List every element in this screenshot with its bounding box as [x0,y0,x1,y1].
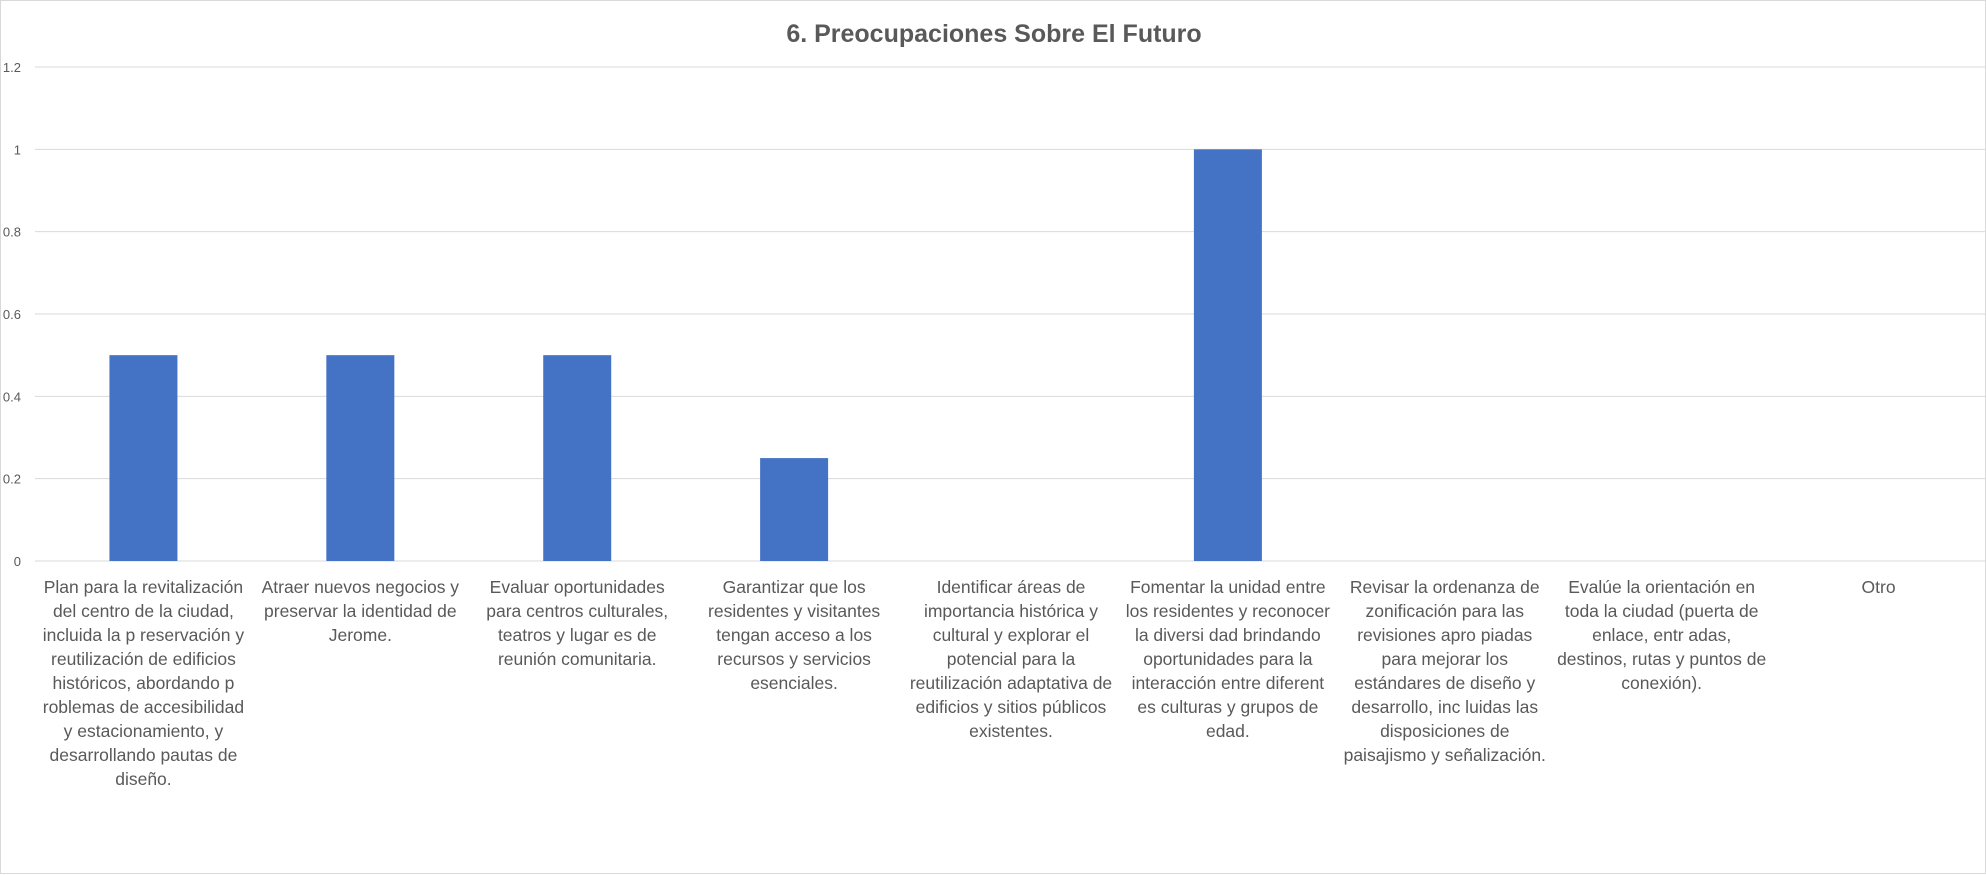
x-category-label: Otro [1861,577,1896,597]
x-category-label: Evalúe la orientación en toda la ciudad … [1557,577,1767,693]
x-category-label: Garantizar que los residentes y visitant… [708,577,881,693]
x-category-label: Plan para la revitalización del centro d… [42,577,245,789]
x-category-label: Identificar áreas de importancia históri… [909,577,1113,741]
bar [1193,149,1262,562]
x-category-label: Revisar la ordenanza de zonificación par… [1343,577,1546,765]
y-tick-label: 1.2 [3,60,21,75]
x-category-label: Atraer nuevos negocios y preservar la id… [261,577,460,645]
bar [543,355,612,561]
y-tick-label: 1 [14,142,21,157]
x-category-label: Evaluar oportunidades para centros cultu… [486,577,669,669]
y-tick-label: 0.2 [3,472,21,487]
bar [109,355,178,561]
y-tick-label: 0 [14,554,21,569]
y-axis-ticks: 0 0.2 0.4 0.6 0.8 1 1.2 [3,60,21,569]
x-category-label: Fomentar la unidad entre los residentes … [1125,577,1331,741]
bars [109,149,1262,562]
bar [326,355,395,561]
chart-title: 6. Preocupaciones Sobre El Futuro [786,20,1201,48]
y-tick-label: 0.8 [3,225,21,240]
bar [760,458,829,561]
y-tick-label: 0.4 [3,389,21,404]
y-tick-label: 0.6 [3,307,21,322]
